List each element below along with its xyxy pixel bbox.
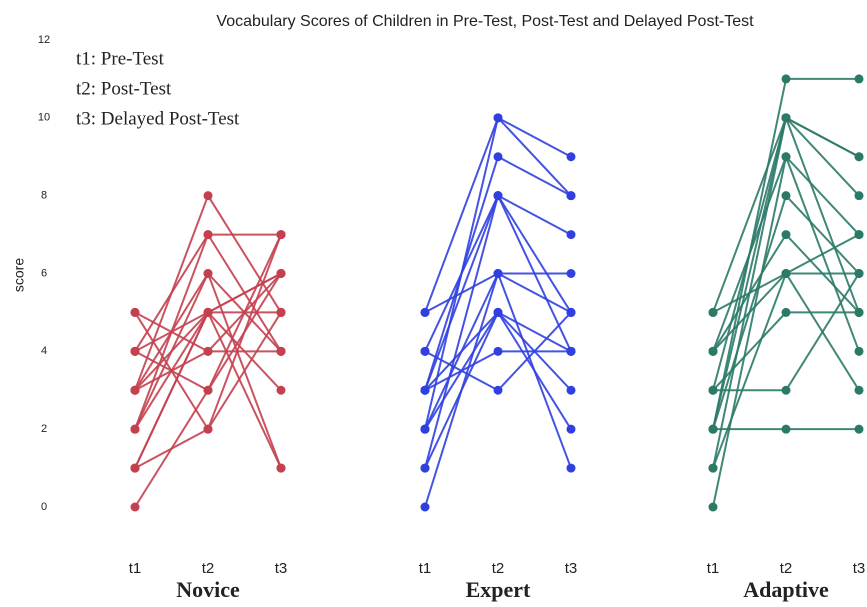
point	[854, 74, 864, 84]
point	[420, 424, 430, 434]
x-tick-label: t3	[275, 560, 288, 577]
x-tick-label: t3	[853, 560, 866, 577]
point	[130, 346, 140, 356]
point	[854, 346, 864, 356]
annotation: t3: Delayed Post-Test	[76, 108, 240, 129]
point	[708, 502, 718, 512]
point	[130, 385, 140, 395]
point	[420, 385, 430, 395]
x-tick-label: t1	[419, 560, 432, 577]
series-line	[712, 271, 860, 469]
point	[276, 346, 286, 356]
point	[420, 346, 430, 356]
point	[203, 346, 213, 356]
point	[130, 424, 140, 434]
x-tick-label: t2	[492, 560, 505, 577]
y-tick-label: 2	[41, 423, 47, 435]
point	[854, 191, 864, 201]
point	[854, 385, 864, 395]
y-tick-label: 10	[38, 112, 50, 124]
point	[493, 385, 503, 395]
point	[203, 230, 213, 240]
point	[566, 307, 576, 317]
point	[566, 152, 576, 162]
point	[493, 113, 503, 123]
point	[781, 113, 791, 123]
point	[566, 463, 576, 473]
y-axis-label: score	[11, 258, 27, 292]
panel-label: Novice	[176, 577, 240, 602]
x-tick-label: t1	[129, 560, 142, 577]
point	[493, 346, 503, 356]
point	[276, 269, 286, 278]
point	[276, 385, 286, 395]
point	[566, 346, 576, 356]
x-tick-label: t3	[565, 560, 578, 577]
point	[566, 424, 576, 434]
x-tick-label: t2	[202, 560, 215, 577]
point	[708, 424, 718, 434]
annotation: t2: Post-Test	[76, 78, 172, 99]
point	[566, 191, 576, 201]
point	[854, 152, 864, 162]
point	[781, 269, 791, 278]
point	[203, 424, 213, 434]
point	[566, 230, 576, 240]
point	[130, 463, 140, 473]
panel-label: Expert	[466, 577, 531, 602]
series-line	[424, 115, 572, 313]
point	[781, 385, 791, 395]
point	[420, 502, 430, 512]
point	[130, 307, 140, 317]
point	[781, 74, 791, 84]
point	[854, 307, 864, 317]
point	[781, 152, 791, 162]
point	[420, 307, 430, 317]
point	[781, 307, 791, 317]
panel-label: Adaptive	[743, 577, 829, 602]
point	[203, 307, 213, 317]
annotation: t1: Pre-Test	[76, 48, 165, 69]
point	[276, 463, 286, 473]
point	[130, 502, 140, 512]
y-tick-label: 8	[41, 190, 47, 202]
point	[203, 385, 213, 395]
chart-title: Vocabulary Scores of Children in Pre-Tes…	[216, 13, 754, 30]
point	[493, 269, 503, 278]
point	[566, 385, 576, 395]
x-tick-label: t1	[707, 560, 720, 577]
point	[854, 424, 864, 434]
x-tick-label: t2	[780, 560, 793, 577]
point	[566, 269, 576, 278]
y-tick-label: 6	[41, 267, 47, 279]
point	[276, 307, 286, 317]
point	[781, 191, 791, 201]
point	[854, 230, 864, 240]
point	[708, 307, 718, 317]
point	[276, 230, 286, 240]
point	[854, 269, 864, 278]
point	[420, 463, 430, 473]
y-tick-label: 0	[41, 501, 47, 513]
y-tick-label: 4	[41, 345, 47, 357]
point	[708, 385, 718, 395]
series-line	[712, 115, 860, 313]
point	[781, 424, 791, 434]
point	[203, 191, 213, 201]
point	[781, 230, 791, 240]
y-tick-label: 12	[38, 34, 50, 46]
point	[708, 463, 718, 473]
point	[203, 269, 213, 278]
point	[493, 307, 503, 317]
point	[493, 191, 503, 201]
point	[493, 152, 503, 162]
series-line	[424, 193, 572, 391]
point	[708, 346, 718, 356]
